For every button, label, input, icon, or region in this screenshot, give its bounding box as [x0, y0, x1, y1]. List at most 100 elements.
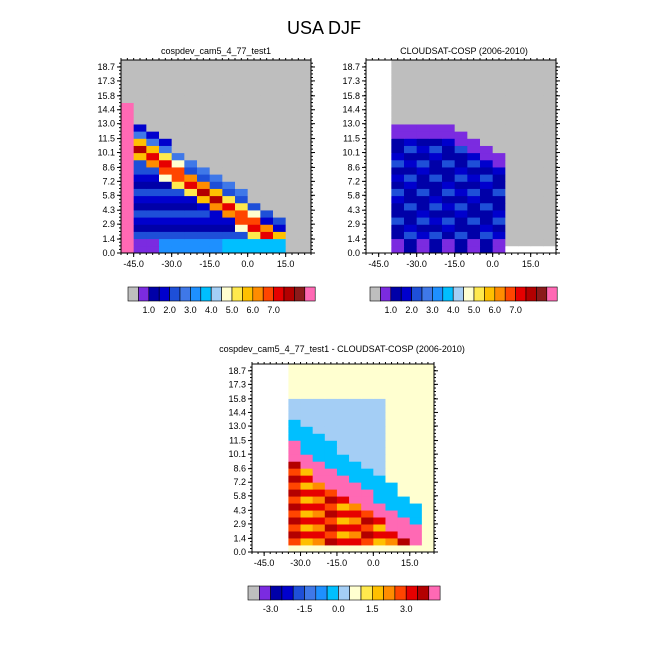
- heatmap-cell: [285, 81, 299, 89]
- heatmap-cell: [273, 102, 287, 111]
- heatmap-cell: [373, 405, 386, 413]
- heatmap-cell: [184, 188, 198, 197]
- heatmap-cell: [300, 475, 314, 483]
- heatmap-cell: [171, 109, 185, 118]
- heatmap-cell: [197, 73, 211, 82]
- heatmap-cell: [366, 138, 380, 146]
- heatmap-cell: [300, 545, 314, 553]
- heatmap-cell: [361, 468, 374, 476]
- heatmap-cell: [378, 245, 392, 254]
- heatmap-cell: [416, 195, 430, 204]
- heatmap-cell: [421, 447, 435, 455]
- heatmap-cell: [133, 88, 147, 96]
- heatmap-cell: [312, 496, 326, 504]
- heatmap-cell: [312, 454, 326, 462]
- heatmap-cell: [247, 95, 261, 103]
- heatmap-cell: [312, 405, 326, 413]
- heatmap-cell: [397, 426, 411, 434]
- heatmap-cell: [184, 217, 198, 225]
- heatmap-cell: [235, 81, 249, 89]
- heatmap-cell: [324, 468, 338, 476]
- y-tick-label: 11.5: [98, 134, 115, 144]
- y-tick-label: 8.6: [233, 464, 246, 474]
- heatmap-cell: [361, 398, 374, 406]
- heatmap-cell: [260, 109, 274, 118]
- heatmap-cell: [159, 231, 173, 240]
- heatmap-cell: [264, 482, 277, 490]
- heatmap-cell: [260, 73, 274, 82]
- heatmap-cell: [252, 454, 265, 462]
- heatmap-cell: [121, 224, 135, 232]
- heatmap-cell: [146, 167, 160, 175]
- heatmap-cell: [133, 95, 147, 103]
- heatmap-cell: [171, 202, 185, 211]
- heatmap-cell: [530, 195, 544, 204]
- heatmap-cell: [298, 174, 312, 182]
- heatmap-cell: [184, 210, 198, 218]
- heatmap-cell: [324, 545, 338, 553]
- heatmap-cell: [480, 202, 494, 211]
- heatmap-cell: [378, 145, 392, 154]
- heatmap-cell: [336, 363, 350, 371]
- heatmap-cell: [349, 496, 362, 504]
- heatmap-cell: [421, 412, 435, 420]
- y-tick-label: 17.3: [228, 379, 246, 389]
- heatmap-cell: [222, 202, 236, 211]
- heatmap-cell: [247, 195, 261, 204]
- heatmap-cell: [300, 412, 314, 420]
- heatmap-cell: [467, 217, 481, 225]
- heatmap-cell: [409, 398, 423, 406]
- heatmap-cell: [373, 489, 386, 497]
- heatmap-cell: [385, 531, 398, 539]
- heatmap-cell: [252, 391, 265, 399]
- heatmap-cell: [300, 454, 314, 462]
- heatmap-cell: [518, 152, 532, 161]
- heatmap-cell: [260, 231, 274, 240]
- heatmap-cell: [197, 131, 211, 139]
- heatmap-cell: [159, 59, 173, 68]
- heatmap-cell: [273, 145, 287, 154]
- heatmap-cell: [336, 419, 350, 427]
- heatmap-cell: [288, 496, 301, 504]
- heatmap-cell: [209, 181, 223, 189]
- colorbar-label: 0.0: [332, 604, 345, 614]
- heatmap-cell: [518, 138, 532, 146]
- heatmap-cell: [273, 238, 287, 247]
- heatmap-cell: [530, 66, 544, 75]
- x-tick-label: -15.0: [199, 259, 220, 269]
- heatmap-cell: [397, 419, 411, 427]
- heatmap-cell: [222, 181, 236, 189]
- colorbar-swatch: [536, 286, 548, 302]
- heatmap-cell: [492, 217, 506, 225]
- heatmap-cell: [404, 138, 418, 146]
- heatmap-cell: [530, 152, 544, 161]
- colorbar-swatch: [349, 585, 362, 601]
- heatmap-cell: [121, 202, 135, 211]
- heatmap-cell: [467, 59, 481, 68]
- heatmap-cell: [288, 461, 301, 469]
- y-tick-label: 17.3: [97, 76, 115, 86]
- heatmap-cell: [288, 412, 301, 420]
- heatmap-cell: [260, 116, 274, 125]
- y-tick-label: 0.0: [347, 248, 360, 258]
- heatmap-cell: [480, 138, 494, 146]
- heatmap-cell: [421, 384, 435, 392]
- heatmap-cell: [324, 377, 338, 385]
- heatmap-cell: [264, 391, 277, 399]
- heatmap-cell: [235, 224, 249, 232]
- heatmap-cell: [273, 88, 287, 96]
- colorbar-swatch: [428, 585, 441, 601]
- heatmap-cell: [285, 224, 299, 232]
- heatmap-cell: [288, 475, 301, 483]
- heatmap-cell: [159, 109, 173, 118]
- heatmap-cell: [247, 181, 261, 189]
- y-tick-label: 7.2: [233, 477, 246, 487]
- heatmap-cell: [397, 398, 411, 406]
- heatmap-cell: [530, 95, 544, 103]
- heatmap-cell: [300, 419, 314, 427]
- heatmap-cell: [530, 124, 544, 132]
- heatmap-cell: [442, 238, 456, 247]
- heatmap-cell: [260, 102, 274, 111]
- heatmap-cell: [209, 167, 223, 175]
- heatmap-cell: [442, 124, 456, 132]
